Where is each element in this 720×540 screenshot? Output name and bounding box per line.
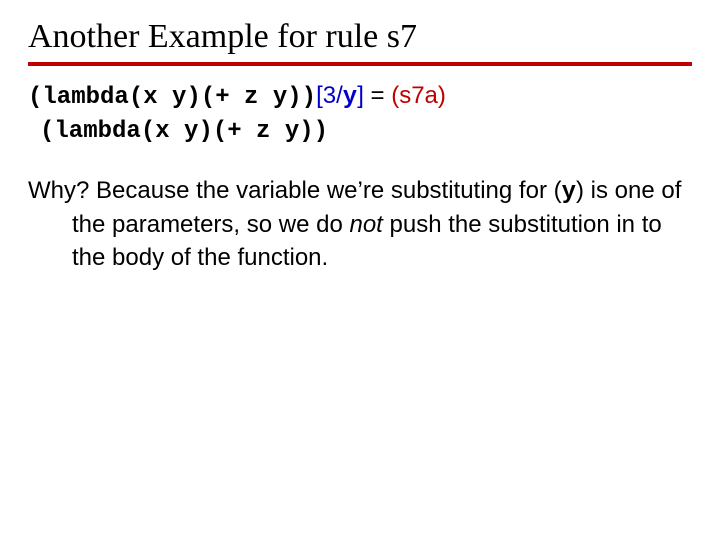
title-underline [28,62,692,66]
slide-title: Another Example for rule s7 [28,18,692,56]
paren-open-2: ( [40,118,54,145]
slide: Another Example for rule s7 (lambda(x y)… [0,0,720,540]
body-expr-2: (+ z y) [213,118,314,145]
sub-bracket-close: ] [357,82,364,109]
equals: = [364,82,391,109]
why-lead: Why? Because the variable we’re substitu… [28,177,562,204]
body-expr: (+ z y) [201,84,302,111]
sub-slash: / [336,82,343,109]
paren-open: ( [28,84,42,111]
param-list: (x y) [129,84,201,111]
sub-value: 3 [323,82,336,109]
paren-close-2: ) [314,118,328,145]
param-list-2: (x y) [141,118,213,145]
lambda-keyword: lambda [42,84,128,111]
explanation-paragraph: Why? Because the variable we’re substitu… [28,175,692,274]
paren-close: ) [302,84,316,111]
expression-line-2: (lambda(x y)(+ z y)) [28,114,692,148]
rule-annotation: (s7a) [391,82,446,109]
why-var: y [562,179,576,206]
lambda-keyword-2: lambda [54,118,140,145]
sub-bracket-open: [ [316,82,323,109]
why-not: not [349,211,382,238]
sub-var: y [343,84,357,111]
expression-line-1: (lambda(x y)(+ z y))[3/y] = (s7a) [28,80,692,114]
